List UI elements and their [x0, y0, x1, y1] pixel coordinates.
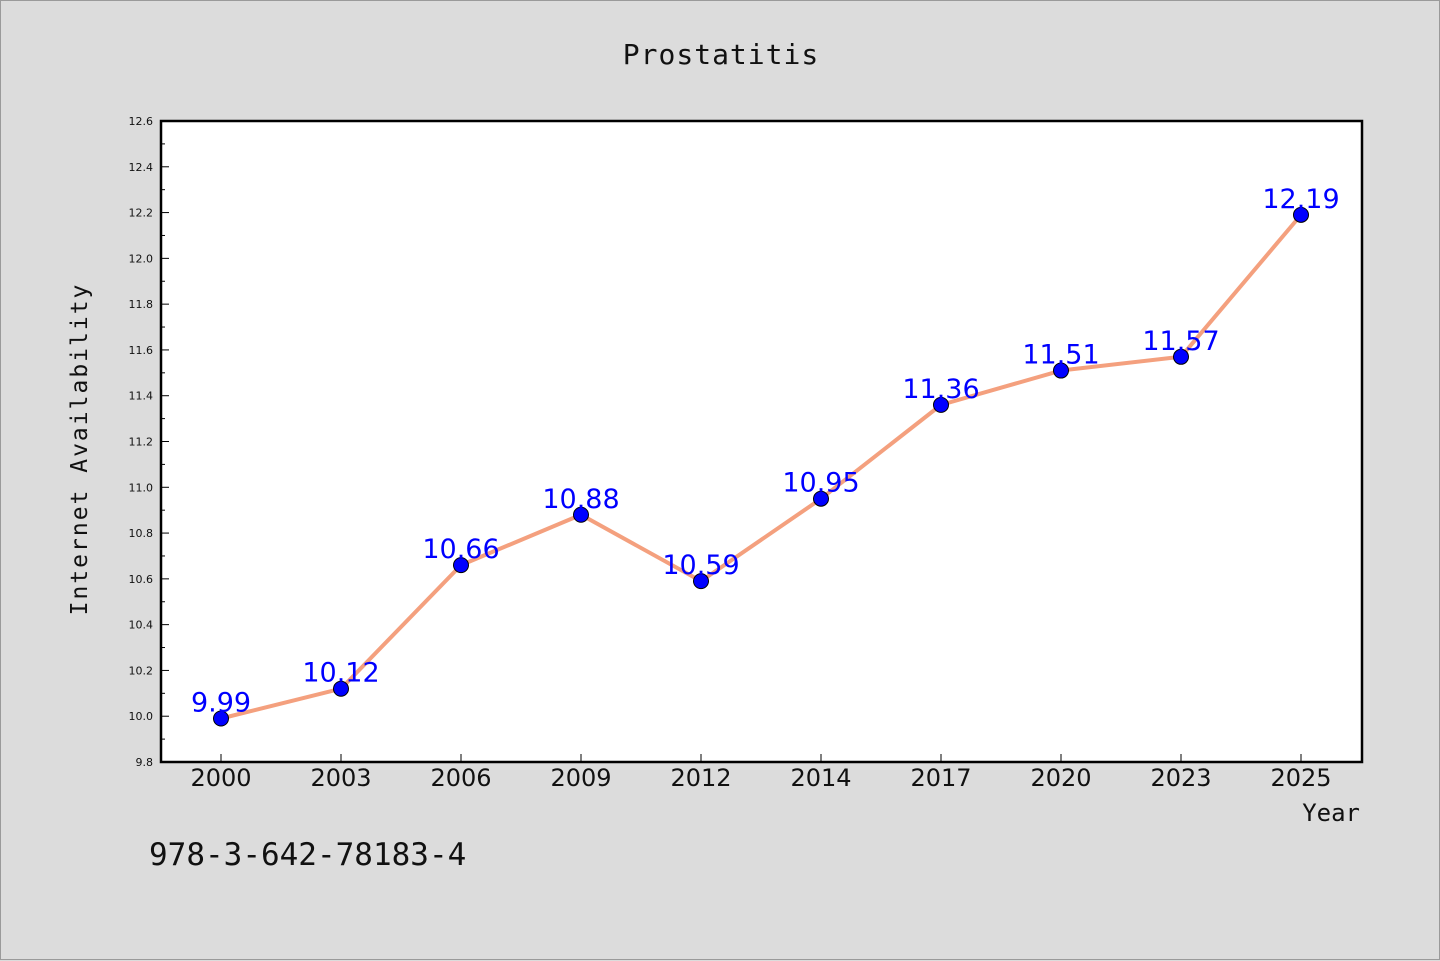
- y-tick-label: 10.6: [129, 573, 154, 586]
- y-tick-label: 10.8: [129, 527, 154, 540]
- y-tick-label: 12.0: [129, 252, 154, 265]
- y-tick-label: 12.6: [129, 115, 154, 128]
- data-point: [213, 710, 229, 727]
- series-group: 9.99 10.12 10.66 10.88 10.59 10.95 11.36 11.51 1…: [191, 184, 1340, 727]
- y-axis: 9.8 10.0 10.2 10.4 10.6 10.8 11.0 11.2 11.4 11.6 1…: [129, 115, 169, 769]
- data-label: 10.88: [542, 484, 619, 515]
- x-axis: 2000 2003 2006 2009 2012 2014 2017 2020 2023 2025: [190, 754, 1332, 792]
- data-point: [453, 557, 469, 574]
- x-tick-label: 2014: [790, 764, 851, 792]
- y-tick-label: 10.0: [129, 710, 154, 723]
- footnote-isbn: 978-3-642-78183-4: [149, 837, 466, 873]
- data-label: 10.59: [662, 550, 739, 581]
- y-tick-label: 11.2: [129, 436, 154, 449]
- x-tick-label: 2000: [190, 764, 251, 792]
- data-point: [933, 396, 949, 413]
- x-tick-label: 2017: [910, 764, 971, 792]
- x-tick-label: 2012: [670, 764, 731, 792]
- y-tick-label: 10.2: [129, 664, 154, 677]
- data-point: [573, 506, 589, 523]
- data-point: [333, 680, 349, 697]
- x-tick-label: 2006: [430, 764, 491, 792]
- y-tick-label: 9.8: [136, 756, 154, 769]
- plot-area: [159, 119, 1364, 764]
- data-point: [693, 573, 709, 590]
- data-label: 11.51: [1022, 340, 1099, 371]
- x-axis-label: Year: [1302, 799, 1360, 827]
- data-point: [1053, 362, 1069, 379]
- y-tick-label: 11.4: [129, 390, 154, 403]
- data-label: 11.36: [902, 374, 979, 405]
- chart-title: Prostatitis: [623, 38, 819, 71]
- y-tick-label: 12.2: [129, 207, 154, 220]
- data-label: 10.95: [782, 468, 859, 499]
- data-point: [1173, 348, 1189, 365]
- data-label: 9.99: [191, 688, 251, 719]
- data-point: [1293, 206, 1309, 223]
- y-tick-label: 12.4: [129, 161, 154, 174]
- x-tick-label: 2023: [1150, 764, 1211, 792]
- y-axis-label: Internet Availability: [67, 283, 93, 616]
- data-label: 11.57: [1142, 326, 1219, 357]
- x-tick-label: 2020: [1030, 764, 1091, 792]
- x-tick-label: 2003: [310, 764, 371, 792]
- data-point: [813, 490, 829, 507]
- series-line: [220, 213, 1303, 721]
- x-tick-label: 2025: [1270, 764, 1331, 792]
- data-label: 12.19: [1262, 184, 1339, 215]
- y-tick-label: 11.6: [129, 344, 154, 357]
- y-tick-label: 11.0: [129, 481, 154, 494]
- data-label: 10.66: [422, 534, 499, 565]
- y-tick-label: 11.8: [129, 298, 154, 311]
- x-tick-label: 2009: [550, 764, 611, 792]
- data-label: 10.12: [302, 658, 379, 689]
- y-tick-label: 10.4: [129, 619, 154, 632]
